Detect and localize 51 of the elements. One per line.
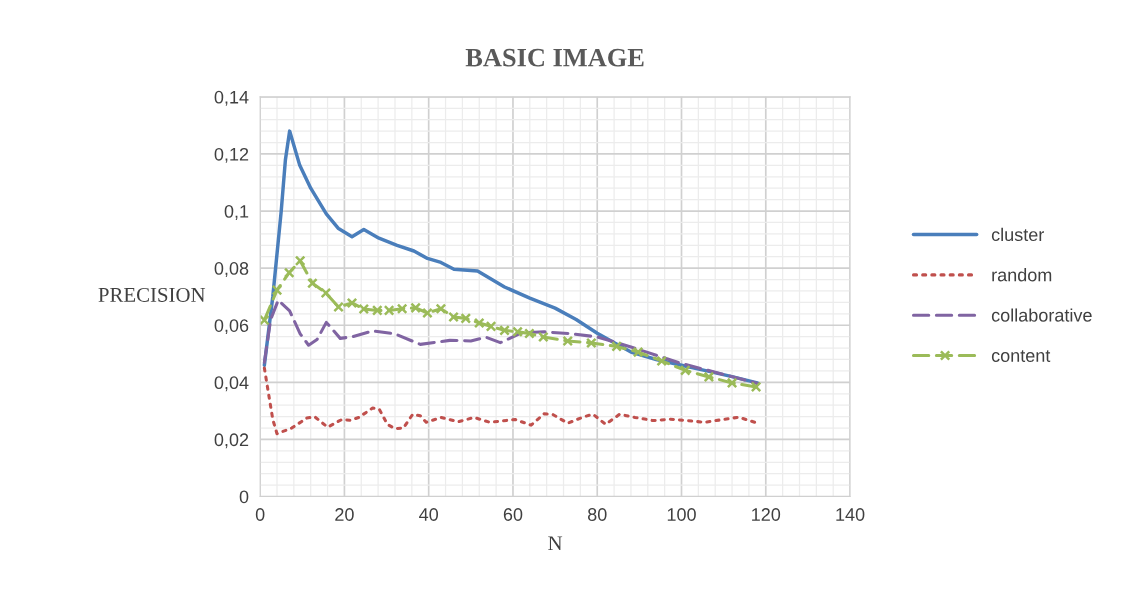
- point: [585, 337, 597, 349]
- y-tick-label: 0,1: [224, 204, 249, 220]
- point: [499, 324, 510, 336]
- x-axis-title: N: [548, 536, 563, 551]
- point: [485, 320, 497, 332]
- y-tick-label: 0: [239, 490, 249, 504]
- chart-title: BASIC IMAGE: [465, 48, 644, 67]
- point: [537, 331, 549, 343]
- point: [750, 381, 762, 393]
- legend-label: cluster: [991, 227, 1045, 242]
- point: [320, 287, 332, 299]
- y-tick-label: 0,12: [214, 147, 249, 163]
- x-tick-label: 80: [587, 508, 607, 521]
- y-axis-title: PRECISION: [98, 287, 206, 302]
- point: [632, 346, 644, 358]
- point: [358, 303, 370, 315]
- y-tick-label: 0,14: [214, 90, 249, 106]
- legend-label: collaborative: [991, 308, 1092, 322]
- point: [703, 371, 715, 383]
- point: [611, 340, 623, 352]
- x-tick-label: 40: [419, 508, 439, 521]
- point: [260, 314, 270, 326]
- point: [333, 301, 344, 313]
- y-tick-label: 0,04: [214, 376, 249, 392]
- point: [679, 364, 691, 376]
- x-tick-label: 0: [255, 508, 265, 521]
- x-tick-label: 140: [836, 508, 865, 521]
- point: [656, 355, 668, 367]
- line-series: [262, 298, 759, 386]
- y-tick-label: 0,08: [214, 262, 249, 277]
- point: [346, 297, 358, 309]
- point: [283, 267, 295, 279]
- point: [473, 317, 485, 329]
- x-tick-label: 20: [335, 508, 354, 521]
- legend-label: random: [992, 268, 1052, 282]
- x-tick-label: 120: [752, 508, 781, 521]
- point: [726, 377, 738, 389]
- point: [410, 302, 422, 314]
- y-tick-label: 0,02: [214, 433, 249, 449]
- point: [396, 303, 408, 315]
- x-tick-label: 100: [667, 508, 696, 521]
- point: [306, 277, 318, 289]
- point: [294, 255, 306, 267]
- point: [422, 307, 433, 319]
- legend-label: content: [991, 350, 1051, 362]
- y-tick-label: 0,06: [214, 319, 249, 335]
- point: [271, 284, 283, 296]
- point: [435, 303, 447, 315]
- line-series: [262, 366, 757, 436]
- point: [562, 335, 574, 347]
- x-tick-label: 60: [503, 508, 523, 521]
